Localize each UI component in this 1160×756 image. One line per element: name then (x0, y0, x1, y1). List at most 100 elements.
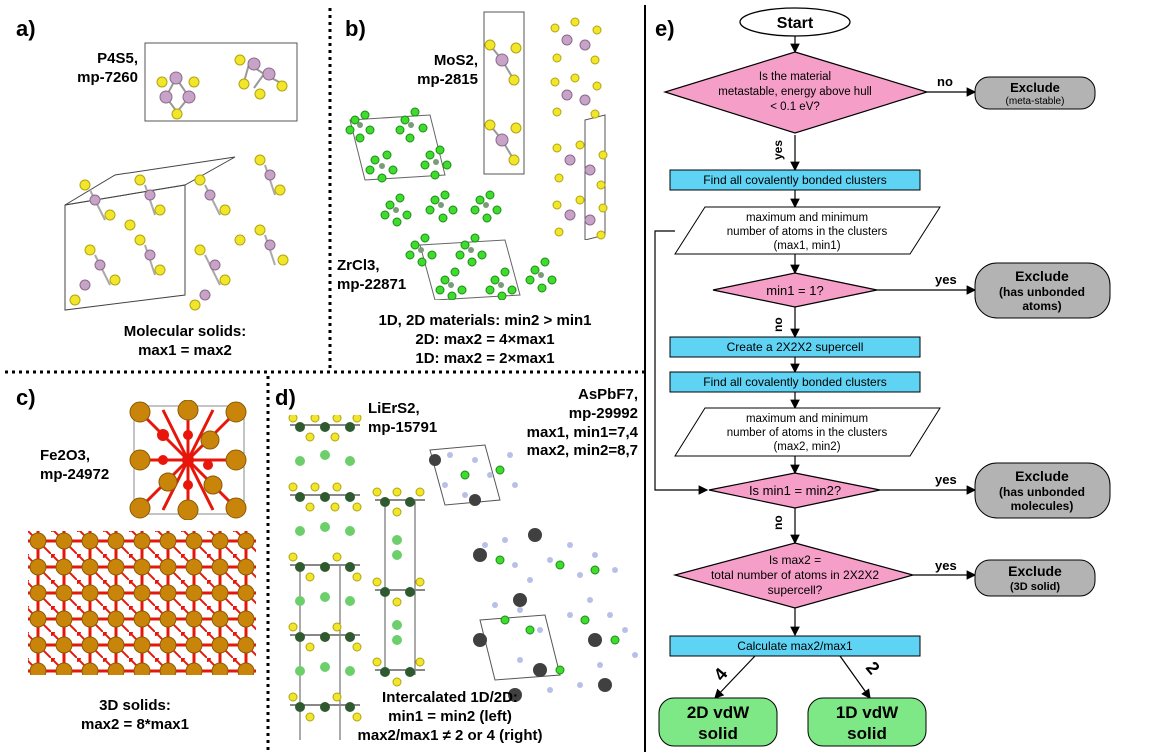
io1-line: number of atoms in the clusters (727, 226, 888, 238)
panel-d-compound1: LiErS2, mp-15791 (368, 400, 437, 438)
q2-label: min1 = 1? (766, 283, 823, 298)
panel-b-compound2: ZrCl3, mp-22871 (337, 257, 406, 295)
io1-line: maximum and minimum (746, 212, 868, 224)
q3-yes-label: yes (935, 472, 957, 487)
exclude-unbonded-molecules: Exclude (has unbonded molecules) (974, 462, 1111, 519)
mos2-mp-id: mp-2815 (417, 70, 478, 88)
zrcl3-structure (345, 107, 557, 300)
mos2-formula: MoS2, (433, 52, 478, 69)
p4s5-crystal (64, 154, 289, 311)
p4s5-formula: P4S5, (97, 50, 138, 67)
q2-no-label: no (771, 317, 785, 332)
io-max1-min1: maximum and minimum number of atoms in t… (674, 206, 941, 255)
q1-line: Is the material (759, 71, 831, 83)
decision-min1-eq-min2: Is min1 = min2? (708, 472, 881, 509)
caption-line: 1D, 2D materials: min2 > min1 (378, 312, 592, 329)
exclude-metastable: Exclude (meta-stable) (974, 76, 1096, 110)
zrcl3-mp-id: mp-22871 (337, 275, 407, 293)
output-line: solid (847, 724, 887, 743)
start-node: Start (739, 7, 851, 37)
panel-d-compound2: AsPbF7, mp-29992 max1, min1=7,4 max2, mi… (500, 386, 638, 461)
panel-c-label: c) (16, 385, 36, 410)
exclude-sub: (has unbonded (999, 285, 1085, 299)
decision-max2-total: Is max2 = total number of atoms in 2X2X2… (672, 542, 916, 609)
lierS2-mp-id: mp-15791 (368, 418, 438, 436)
caption-line: Molecular solids: (123, 323, 247, 340)
step1-label: Find all covalently bonded clusters (703, 173, 886, 187)
panel-a-caption: Molecular solids: max1 = max2 (85, 323, 285, 361)
q1-line: metastable, energy above hull (718, 86, 871, 98)
exclude-sub: molecules) (1011, 499, 1074, 513)
exclude-sub: (meta-stable) (1006, 96, 1065, 107)
process-ratio: Calculate max2/max1 (669, 635, 921, 657)
panel-e-label: e) (655, 16, 675, 41)
output-line: solid (698, 724, 738, 743)
exclude-sub: atoms) (1022, 299, 1061, 313)
q1-no-label: no (937, 74, 953, 89)
io2-line: maximum and minimum (746, 413, 868, 425)
q4-line: Is max2 = (769, 553, 821, 567)
p4s5-mp-id: mp-7260 (77, 68, 138, 86)
q4-line: supercell? (768, 583, 823, 597)
io1-line: (max1, min1) (773, 240, 840, 252)
flowchart: Start Is the material metastable, energy… (654, 7, 1111, 747)
zrcl3-formula: ZrCl3, (337, 257, 380, 274)
q1-line: < 0.1 eV? (770, 101, 820, 113)
step4-label: Calculate max2/max1 (737, 639, 853, 653)
exclude-3d-solid: Exclude (3D solid) (974, 559, 1096, 597)
fe2o3-unit-cell (129, 400, 247, 520)
aspbf7-formula: AsPbF7, (577, 386, 638, 403)
caption-line: max2 = 8*max1 (80, 715, 189, 733)
panel-c-caption: 3D solids: max2 = 8*max1 (35, 697, 235, 735)
caption-line: max1 = max2 (138, 341, 232, 359)
branch-2-label: 2 (862, 658, 884, 679)
panel-d-label: d) (275, 385, 296, 410)
process-supercell: Create a 2X2X2 supercell (669, 336, 921, 358)
step2-label: Create a 2X2X2 supercell (727, 340, 864, 354)
panel-d-caption: Intercalated 1D/2D: min1 = min2 (left) m… (330, 689, 570, 745)
process-find-clusters-1: Find all covalently bonded clusters (669, 169, 921, 191)
exclude-label: Exclude (1015, 468, 1069, 484)
panel-a-compound: P4S5, mp-7260 (60, 50, 138, 88)
step3-label: Find all covalently bonded clusters (703, 375, 886, 389)
caption-line: max2/max1 ≠ 2 or 4 (right) (357, 726, 543, 744)
caption-line: 3D solids: (99, 697, 171, 714)
panel-b-caption: 1D, 2D materials: min2 > min1 2D: max2 =… (350, 312, 620, 368)
aspbf7-stat: max1, min1=7,4 (526, 423, 638, 441)
mos2-structure (483, 11, 525, 175)
start-label: Start (777, 15, 814, 32)
p4s5-molecule-box (144, 42, 298, 122)
output-1d-vdw: 1D vdW solid (807, 697, 927, 747)
exclude-label: Exclude (1008, 563, 1062, 579)
io2-line: number of atoms in the clusters (727, 427, 888, 439)
exclude-label: Exclude (1015, 268, 1069, 284)
fe2o3-supercell (28, 531, 256, 675)
io2-line: (max2, min2) (773, 441, 840, 453)
flow-connectors (654, 36, 977, 699)
panel-a-label: a) (16, 16, 36, 41)
decision-min1-eq-1: min1 = 1? (712, 272, 878, 308)
lierS2-structure (288, 415, 425, 740)
exclude-unbonded-atoms: Exclude (has unbonded atoms) (974, 262, 1111, 319)
output-2d-vdw: 2D vdW solid (658, 697, 778, 747)
q1-yes-label: yes (771, 140, 785, 160)
caption-line: min1 = min2 (left) (388, 707, 512, 725)
caption-line: 1D: max2 = 2×max1 (415, 349, 555, 367)
exclude-label: Exclude (1010, 80, 1060, 95)
lierS2-formula: LiErS2, (368, 400, 420, 417)
decision-metastable: Is the material metastable, energy above… (662, 51, 930, 134)
fe2o3-mp-id: mp-24972 (40, 465, 110, 483)
output-line: 1D vdW (836, 703, 899, 722)
q3-no-label: no (771, 515, 785, 530)
panel-b-label: b) (345, 16, 366, 41)
mos2-chain (550, 17, 608, 240)
exclude-sub: (has unbonded (999, 485, 1085, 499)
process-find-clusters-2: Find all covalently bonded clusters (669, 371, 921, 393)
aspbf7-mp-id: mp-29992 (568, 404, 638, 422)
caption-line: Intercalated 1D/2D: (382, 689, 518, 706)
panel-c-compound: Fe2O3, mp-24972 (40, 447, 109, 485)
io-max2-min2: maximum and minimum number of atoms in t… (674, 407, 941, 457)
q4-line: total number of atoms in 2X2X2 (711, 568, 879, 582)
output-line: 2D vdW (687, 703, 750, 722)
